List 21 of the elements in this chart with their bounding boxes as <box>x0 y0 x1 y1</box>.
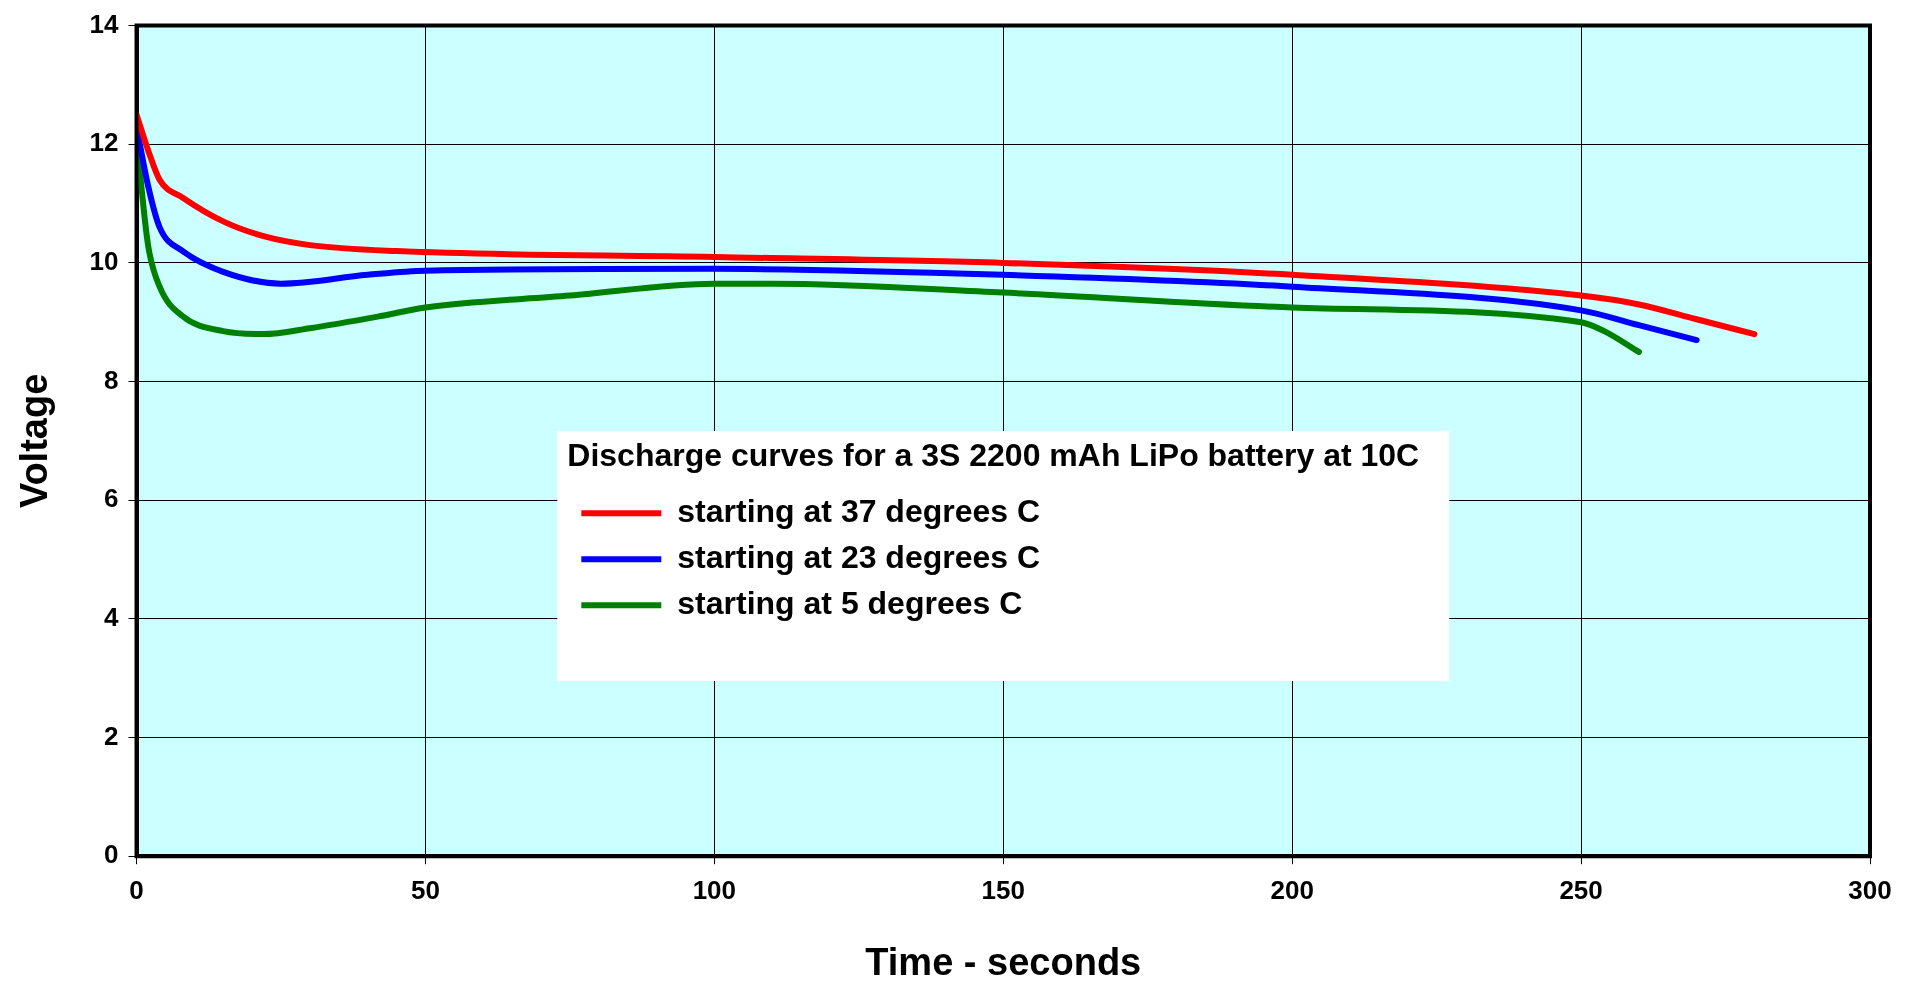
x-tick-label: 250 <box>1559 874 1603 905</box>
y-tick-label: 2 <box>104 720 119 751</box>
y-tick-label: 6 <box>104 483 119 514</box>
y-tick-label: 12 <box>89 127 119 158</box>
y-tick-label: 8 <box>104 364 119 395</box>
legend-label: starting at 23 degrees C <box>677 539 1041 576</box>
y-tick-label: 4 <box>104 602 120 633</box>
legend-label: starting at 5 degrees C <box>677 585 1023 622</box>
legend-label: starting at 37 degrees C <box>677 493 1041 530</box>
x-axis-title: Time - seconds <box>865 940 1142 983</box>
y-tick-label: 0 <box>104 839 119 870</box>
x-tick-label: 200 <box>1270 874 1314 905</box>
y-tick-label: 14 <box>89 8 120 39</box>
x-tick-label: 0 <box>129 874 144 905</box>
legend-title: Discharge curves for a 3S 2200 mAh LiPo battery at 10C <box>567 436 1420 473</box>
x-tick-label: 50 <box>410 874 440 905</box>
x-tick-label: 150 <box>981 874 1025 905</box>
y-tick-label: 10 <box>89 246 119 277</box>
x-tick-label: 300 <box>1848 874 1892 905</box>
x-tick-label: 100 <box>692 874 737 905</box>
y-axis-title: Voltage <box>13 373 56 509</box>
